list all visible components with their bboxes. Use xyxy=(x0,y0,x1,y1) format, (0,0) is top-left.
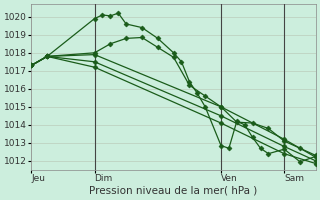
X-axis label: Pression niveau de la mer( hPa ): Pression niveau de la mer( hPa ) xyxy=(90,186,258,196)
